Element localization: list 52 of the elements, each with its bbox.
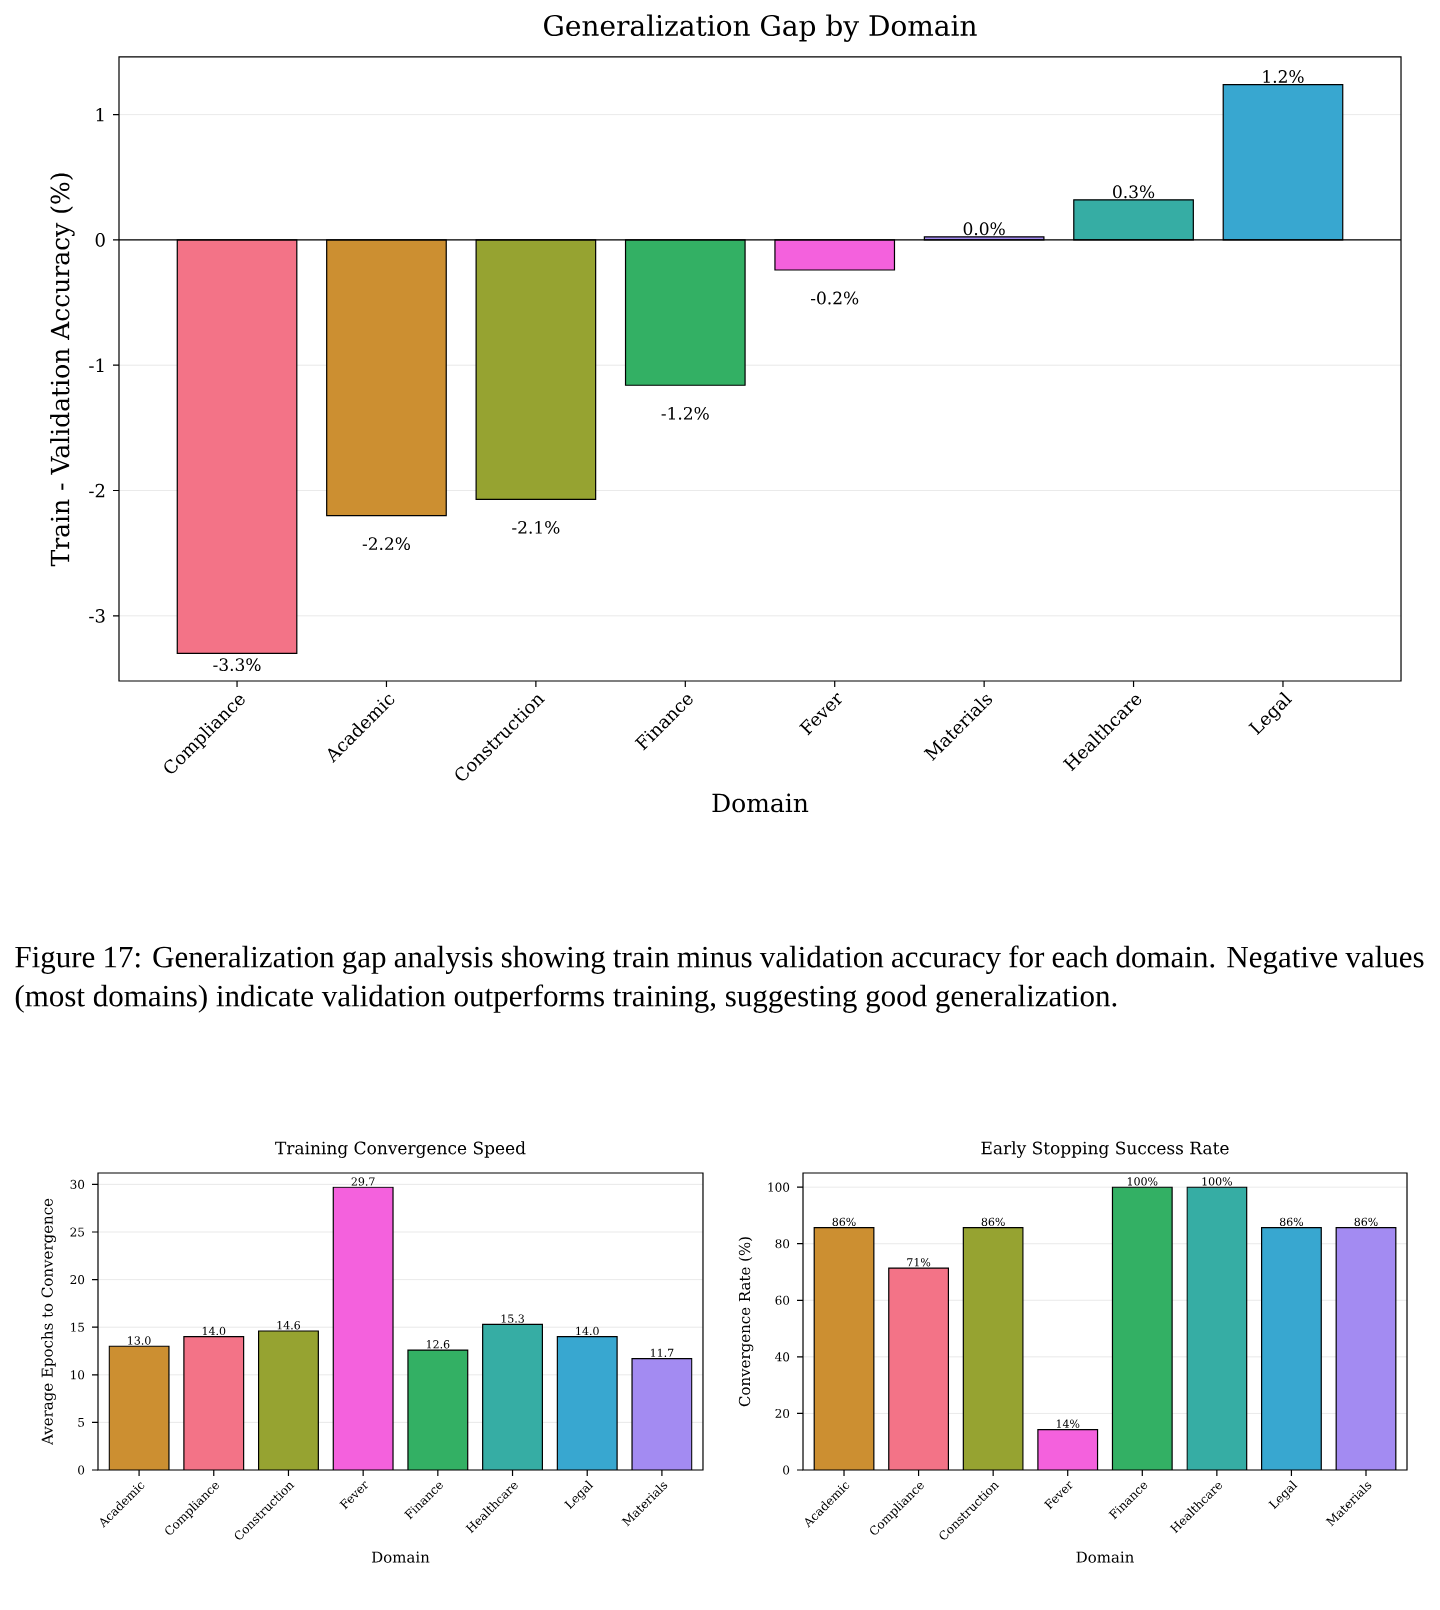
y-tick-label: 0 bbox=[78, 1465, 85, 1475]
data-label: 100% bbox=[1127, 1177, 1158, 1186]
data-label: 11.7 bbox=[651, 1348, 674, 1358]
data-label: -1.2% bbox=[661, 406, 709, 420]
y-axis-title: Average Epochs to Convergence bbox=[41, 1198, 56, 1446]
data-label: 15.3 bbox=[501, 1314, 524, 1323]
data-label: 86% bbox=[1354, 1217, 1378, 1226]
y-tick-label: 15 bbox=[71, 1322, 85, 1332]
data-label: 13.0 bbox=[128, 1336, 151, 1345]
data-label: 14.0 bbox=[576, 1326, 599, 1336]
y-tick-label: 5 bbox=[78, 1417, 85, 1427]
data-label: 71% bbox=[907, 1258, 931, 1267]
y-tick-label: -2 bbox=[89, 483, 105, 498]
chart-title: Generalization Gap by Domain bbox=[544, 14, 977, 42]
y-tick-label: 30 bbox=[70, 1179, 85, 1189]
x-axis-title: Domain bbox=[371, 1551, 430, 1563]
y-tick-label: -1 bbox=[89, 358, 104, 372]
data-label: 29.7 bbox=[351, 1177, 375, 1186]
data-label: -2.2% bbox=[362, 537, 410, 551]
data-label: -2.1% bbox=[512, 520, 560, 534]
data-label: 14.6 bbox=[277, 1321, 301, 1330]
y-tick-label: 10 bbox=[71, 1370, 85, 1380]
data-label: 0.0% bbox=[963, 222, 1005, 236]
chart-title: Training Convergence Speed bbox=[275, 1141, 526, 1158]
data-label: 100% bbox=[1202, 1177, 1232, 1186]
x-axis-title: Domain bbox=[1076, 1551, 1134, 1563]
y-tick-label: 0 bbox=[95, 233, 105, 247]
data-label: 1.2% bbox=[1263, 70, 1304, 83]
caption: Figure 17: Generalization gap analysis showing train minus validation accuracy for each domain. Negative values (most domains) indicate validation outperforms training, suggesting good generalization. bbox=[15, 945, 1424, 1013]
data-label: 86% bbox=[1279, 1217, 1304, 1226]
y-tick-label: 80 bbox=[775, 1239, 790, 1249]
data-label: 86% bbox=[981, 1217, 1005, 1226]
y-tick-label: 40 bbox=[775, 1352, 790, 1362]
chart-title: Early Stopping Success Rate bbox=[981, 1141, 1229, 1158]
data-label: -0.2% bbox=[811, 291, 859, 305]
data-label: -3.3% bbox=[213, 658, 261, 672]
y-tick-label: 25 bbox=[70, 1227, 85, 1237]
data-label: 86% bbox=[832, 1217, 856, 1226]
y-tick-label: -3 bbox=[89, 609, 105, 623]
y-tick-label: 100 bbox=[768, 1182, 790, 1192]
x-axis-title: Domain bbox=[712, 793, 809, 813]
y-tick-label: 20 bbox=[70, 1275, 85, 1285]
y-axis-title: Convergence Rate (%) bbox=[738, 1237, 754, 1407]
y-tick-label: 0 bbox=[783, 1465, 790, 1475]
y-tick-label: 60 bbox=[775, 1295, 790, 1305]
data-label: 14.0 bbox=[202, 1326, 226, 1336]
data-label: 12.6 bbox=[426, 1340, 450, 1349]
data-label: 0.3% bbox=[1113, 185, 1155, 199]
y-axis-title: Train - Validation Accuracy (%) bbox=[50, 173, 75, 567]
data-label: 14% bbox=[1056, 1419, 1080, 1428]
y-tick-label: 20 bbox=[775, 1408, 790, 1418]
y-tick-label: 1 bbox=[96, 107, 104, 122]
